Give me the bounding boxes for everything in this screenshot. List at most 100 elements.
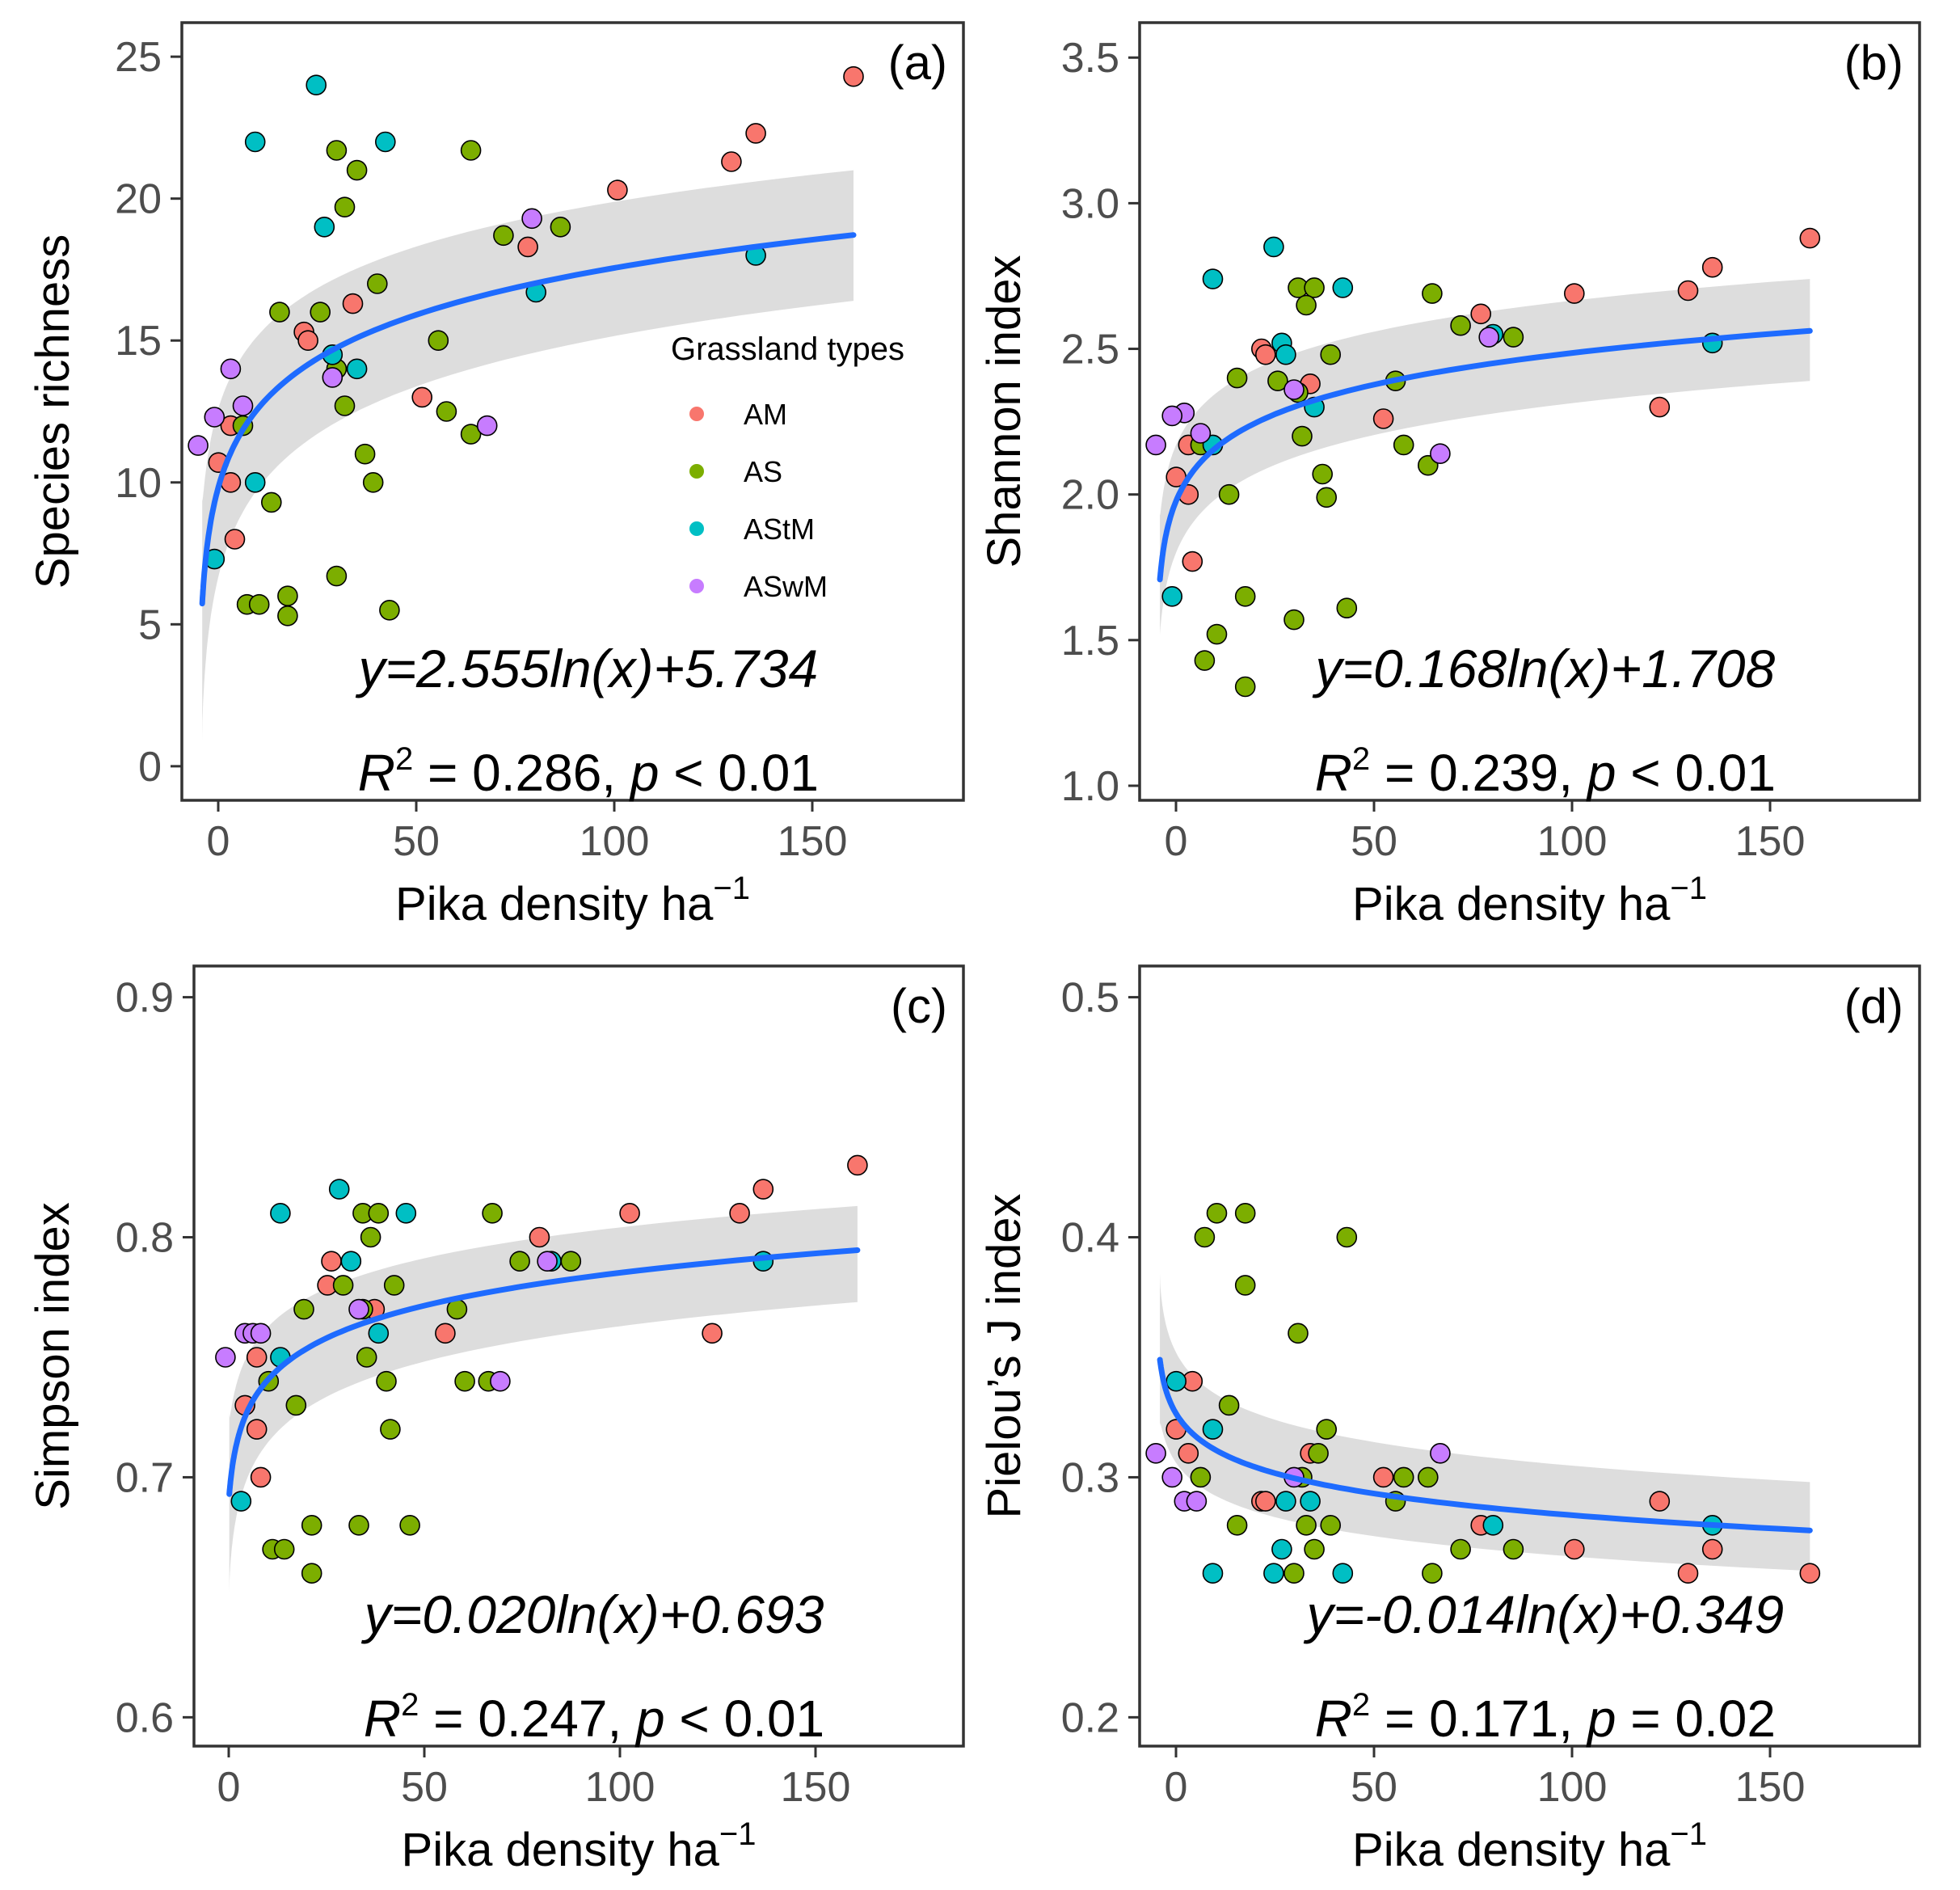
data-point-a-aswm (188, 435, 209, 456)
legend-key-as (689, 464, 704, 479)
p-space (665, 1690, 680, 1748)
x-tick-label-c: 100 (585, 1764, 655, 1811)
data-point-d-aswm (1161, 1466, 1182, 1488)
data-point-b-as (1234, 585, 1256, 607)
data-point-c-astm (368, 1323, 390, 1344)
data-point-b-am (1255, 344, 1276, 365)
data-point-c-astm (328, 1179, 350, 1200)
p-space (1661, 1690, 1675, 1748)
x-axis-title-a: Pika density ha−1 (395, 871, 750, 930)
x-axis-title-d: Pika density ha−1 (1352, 1816, 1707, 1876)
data-point-d-am (1564, 1538, 1585, 1560)
data-point-a-as (354, 443, 376, 465)
data-point-d-as (1308, 1443, 1329, 1464)
plot-frame-d (1138, 964, 1921, 1748)
data-point-c-astm (395, 1203, 417, 1224)
y-axis-title-a: Species richness (27, 234, 79, 589)
data-point-b-aswm (1190, 423, 1212, 444)
data-point-a-astm (244, 471, 266, 493)
x-tick-label-a: 100 (580, 818, 650, 865)
plot-frame-b (1138, 21, 1921, 802)
x-tick-label-c: 50 (401, 1764, 448, 1811)
r2-symbol: R (1315, 1690, 1352, 1748)
data-point-b-aswm (1478, 327, 1499, 348)
data-point-c-as (376, 1370, 397, 1392)
data-point-d-as (1418, 1466, 1439, 1488)
data-point-d-as (1320, 1515, 1341, 1536)
data-point-a-aswm (204, 407, 226, 428)
y-tick-label-c: 0.7 (116, 1454, 174, 1501)
data-point-d-astm (1275, 1491, 1296, 1512)
data-point-b-as (1422, 283, 1443, 304)
x-axis-title-text: Pika density ha (1352, 878, 1671, 930)
data-point-d-am (1255, 1491, 1276, 1512)
data-point-d-astm (1202, 1563, 1224, 1584)
data-point-a-aswm (220, 358, 242, 380)
p-value: 0.01 (724, 1690, 825, 1748)
panel-tag-d: (d) (1844, 979, 1903, 1033)
x-tick-label-c: 0 (217, 1764, 241, 1811)
x-axis-title-text: Pika density ha (402, 1824, 720, 1876)
data-point-d-aswm (1145, 1443, 1166, 1464)
y-tick-label-d: 0.5 (1061, 975, 1119, 1022)
data-point-d-aswm (1430, 1443, 1451, 1464)
data-point-a-am (721, 151, 742, 172)
p-space (1616, 744, 1630, 802)
data-point-c-as (285, 1394, 307, 1416)
x-axis-title-exponent: −1 (719, 1816, 757, 1852)
data-point-c-as (301, 1563, 322, 1584)
data-point-a-aswm (232, 395, 254, 416)
y-axis-title-d: Pielou’s J index (978, 1194, 1031, 1519)
data-point-d-as (1503, 1538, 1524, 1560)
data-point-c-as (509, 1251, 530, 1272)
data-point-a-astm (244, 131, 266, 153)
p-space (659, 744, 673, 802)
p-space (704, 744, 719, 802)
data-point-c-am (250, 1466, 272, 1488)
r2-symbol: R (364, 1690, 401, 1748)
x-tick-label-a: 50 (393, 818, 440, 865)
data-point-a-astm (374, 131, 396, 153)
x-tick-label-a: 0 (207, 818, 230, 865)
panel-b: 0 50 100 150 1.0 1.5 2.0 2.5 3.0 3.5 Pika density … (978, 21, 1921, 930)
data-point-b-as (1320, 344, 1341, 365)
x-axis-title-text: Pika density ha (395, 878, 714, 930)
data-point-d-as (1304, 1538, 1325, 1560)
data-point-b-am (1470, 303, 1491, 325)
data-point-b-as (1292, 425, 1313, 447)
data-point-d-as (1450, 1538, 1471, 1560)
data-point-c-aswm (537, 1251, 558, 1272)
data-point-c-as (399, 1515, 420, 1536)
p-operator: = (1630, 1690, 1660, 1748)
fit-line-c (226, 1247, 861, 1497)
x-axis-title-exponent: −1 (713, 871, 750, 906)
data-point-d-as (1288, 1323, 1309, 1344)
legend-key-aswm (689, 579, 704, 593)
data-point-d-am (1178, 1443, 1199, 1464)
data-point-c-am (729, 1203, 750, 1224)
y-tick-label-a: 15 (115, 318, 162, 365)
data-point-c-am (321, 1251, 342, 1272)
data-point-a-as (366, 273, 388, 294)
r2-exponent: 2 (1352, 741, 1370, 777)
data-point-b-astm (1202, 268, 1224, 289)
data-point-b-astm (1332, 277, 1354, 298)
x-tick-label-c: 150 (781, 1764, 851, 1811)
data-point-a-as (248, 593, 270, 615)
data-point-a-am (843, 65, 864, 87)
data-point-b-as (1312, 463, 1333, 485)
stats-separator: , (607, 1690, 636, 1748)
r2-exponent: 2 (395, 741, 413, 777)
y-tick-label-d: 0.3 (1061, 1454, 1119, 1501)
data-point-c-astm (340, 1251, 362, 1272)
y-axis-title-c: Simpson index (27, 1202, 79, 1509)
data-point-b-am (1677, 280, 1699, 302)
r2-symbol: R (1315, 744, 1352, 802)
r2-value: 0.286 (472, 744, 601, 802)
data-point-a-am (607, 179, 628, 200)
legend-label-am: AM (744, 398, 787, 431)
data-point-b-as (1316, 487, 1337, 508)
legend-key-am (689, 407, 704, 421)
